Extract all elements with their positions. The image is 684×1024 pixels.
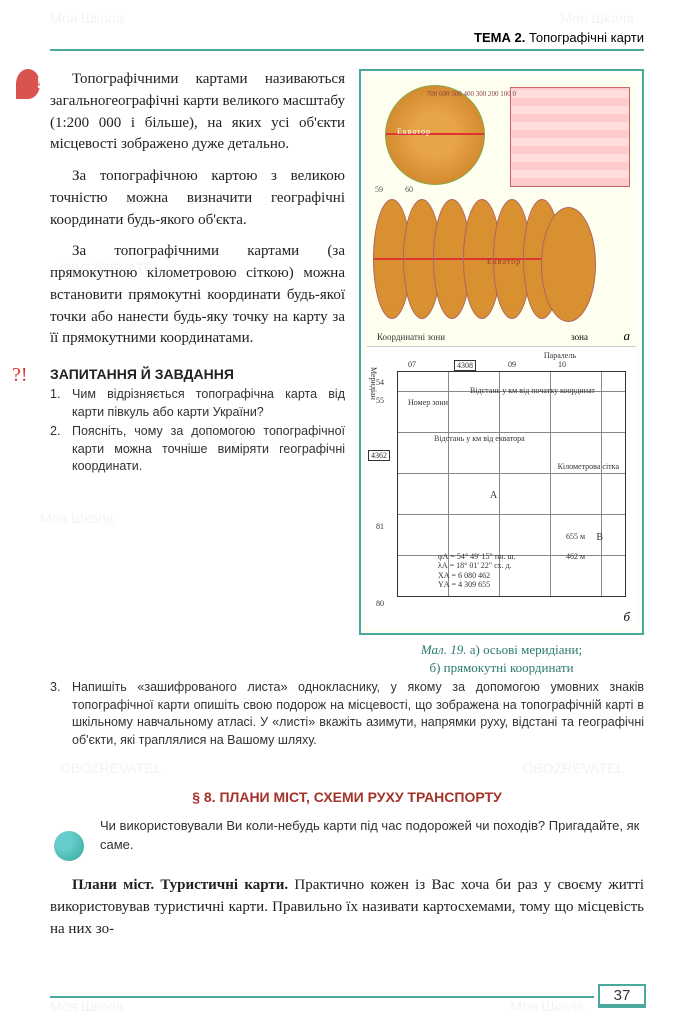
equator-label: Екватор [397,127,431,136]
subfigure-a-label: а [624,328,631,344]
height1: 655 м [566,532,585,541]
q-text: Поясніть, чому за допомогою топографічно… [72,423,345,476]
q-number: 3. [50,679,72,749]
question-item: 2. Поясніть, чому за допомогою топографі… [50,423,345,476]
theme-number: ТЕМА 2. [474,30,525,45]
questions-list: 1. Чим відрізняється топографічна карта … [50,386,345,476]
grid-left-val: 80 [376,599,384,608]
boy-globe-icon [50,817,90,861]
km-grid: 07 4308 09 10 54 55 4362 81 80 Номер зон… [397,371,626,597]
zone-num: 59 [375,185,383,194]
grid-top-val: 09 [508,360,516,369]
para3: За топографічними картами (за прямокутно… [50,241,345,350]
q-text: Чим відрізняється топографічна карта від… [72,386,345,421]
zone-num: 60 [405,185,413,194]
page-header: ТЕМА 2. Топографічні карти [50,30,644,45]
two-column-layout: ! Топографічними картами називаються заг… [50,69,644,677]
caption-num: Мал. 19. [421,642,467,657]
coordinate-grid [510,87,630,187]
height2: 462 м [566,552,585,561]
section-intro: Чи використовували Ви коли-небудь карти … [50,817,644,861]
questions-list-continued: 3. Напишіть «зашифрованого листа» однокл… [50,679,644,749]
section-8-title: § 8. ПЛАНИ МІСТ, СХЕМИ РУХУ ТРАНСПОРТУ [50,789,644,805]
grid-left-box: 4362 [368,450,390,461]
subfigure-b-label: б [623,609,630,625]
point-b: B [596,532,603,543]
footer-divider [50,996,594,998]
grid-top-val: 10 [558,360,566,369]
figure-19b: Паралель Меридіан 07 4308 09 10 54 55 43… [367,347,636,627]
q-text: Напишіть «зашифрованого листа» однокласн… [72,679,644,749]
grid-top-val: 07 [408,360,416,369]
page-number: 37 [598,984,646,1008]
figure-19a: Екватор 700 600 500 400 300 200 100 0 59… [367,77,636,347]
map-note: Кілометрова сітка [558,462,619,471]
question-item: 1. Чим відрізняється топографічна карта … [50,386,345,421]
grid-top-box: 4308 [454,360,476,371]
questions-title: ЗАПИТАННЯ Й ЗАВДАННЯ [50,366,345,382]
question-icon: ?! [12,364,42,390]
theme-title: Топографічні карти [529,30,644,45]
point-a: A [490,490,497,501]
figure-caption: Мал. 19. а) осьові меридіани; б) прямоку… [359,641,644,677]
watermark: Моя Школа [510,998,584,1014]
figure-column: Екватор 700 600 500 400 300 200 100 0 59… [359,69,644,677]
question-item: 3. Напишіть «зашифрованого листа» однокл… [50,679,644,749]
single-zone [541,207,596,322]
section-body: Плани міст. Туристичні карти. Практично … [50,875,644,940]
caption-a: а) осьові меридіани; [470,642,582,657]
map-note: Номер зони [408,398,448,407]
zone-leaves [373,199,561,319]
definition-paragraph: ! Топографічними картами називаються заг… [50,69,345,156]
text-column: ! Топографічними картами називаються заг… [50,69,345,677]
q-number: 1. [50,386,72,421]
figure-19: Екватор 700 600 500 400 300 200 100 0 59… [359,69,644,635]
parallel-label: Паралель [544,351,576,360]
map-note: Відстань у км від екватора [434,434,525,443]
caption-b: б) прямокутні координати [429,660,573,675]
coords-block: φА = 54° 49' 15" пн. ш. λА = 18° 01' 22"… [438,552,516,590]
para1-text: Топографічними картами називаються загал… [50,71,345,152]
zone-label: зона [571,332,588,342]
page-content: ТЕМА 2. Топографічні карти ! Топографічн… [0,0,684,971]
q-number: 2. [50,423,72,476]
grid-left-val: 54 [376,378,384,387]
questions-section: ?! ЗАПИТАННЯ Й ЗАВДАННЯ 1. Чим відрізняє… [50,366,345,476]
body-bold: Плани міст. Туристичні карти. [72,877,288,893]
header-divider [50,49,644,51]
intro-question: Чи використовували Ви коли-небудь карти … [100,817,644,853]
grid-left-val: 81 [376,522,384,531]
exclamation-icon: ! [16,69,40,99]
para2: За топографічною картою з великою точніс… [50,166,345,231]
watermark: Моя Школа [50,998,124,1014]
grid-values: 700 600 500 400 300 200 100 0 [427,89,516,99]
equator-arrow-label: Екватор [487,257,521,266]
grid-left-val: 55 [376,396,384,405]
globe-icon [54,831,84,861]
coord-zones-label: Координатні зони [377,332,445,342]
map-note: Відстань у км від початку координат [470,386,595,395]
